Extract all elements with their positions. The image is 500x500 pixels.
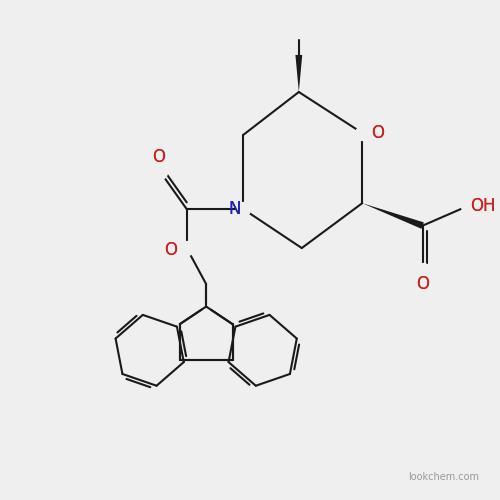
- Text: O: O: [164, 241, 177, 259]
- Text: lookchem.com: lookchem.com: [408, 472, 479, 482]
- Text: N: N: [229, 200, 241, 218]
- Text: O: O: [416, 276, 429, 293]
- Polygon shape: [362, 203, 424, 229]
- Polygon shape: [296, 55, 302, 92]
- Text: O: O: [416, 276, 429, 293]
- Text: O: O: [152, 148, 165, 166]
- Text: O: O: [371, 124, 384, 142]
- Text: N: N: [229, 200, 241, 218]
- Text: O: O: [371, 124, 384, 142]
- Text: OH: OH: [470, 197, 496, 215]
- Text: O: O: [152, 148, 165, 166]
- Text: OH: OH: [470, 197, 496, 215]
- Text: O: O: [164, 241, 177, 259]
